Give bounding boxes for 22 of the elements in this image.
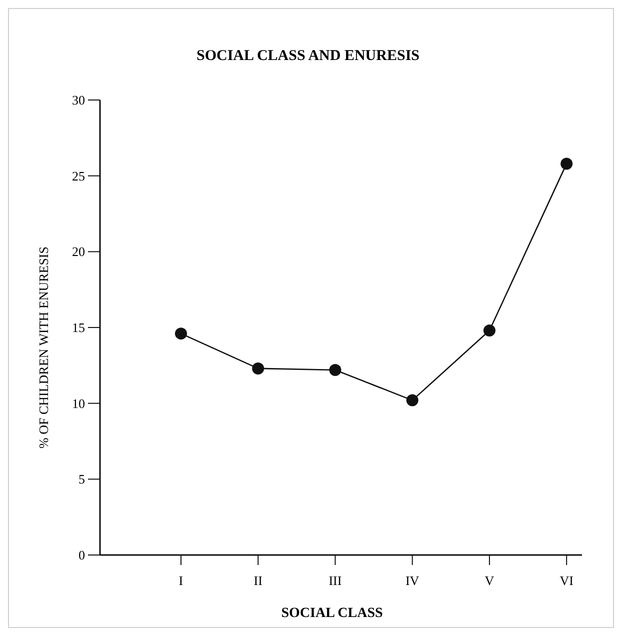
x-tick-label: I — [178, 573, 184, 588]
point — [329, 364, 342, 376]
y-tick-label: 15 — [72, 320, 85, 336]
y-tick-label: 20 — [72, 244, 85, 260]
y-tick-label: 0 — [78, 548, 85, 563]
x-tick-label: II — [254, 573, 262, 588]
point — [560, 158, 573, 170]
y-tick-label: 10 — [72, 396, 85, 411]
y-axis-title: % OF CHILDREN WITH ENURESIS — [36, 246, 51, 448]
point — [252, 362, 264, 374]
x-tick-label: IV — [405, 573, 420, 588]
point — [174, 328, 187, 340]
x-tick-label: VI — [560, 573, 574, 588]
x-tick-label: III — [328, 573, 342, 588]
y-tick-label: 30 — [72, 92, 85, 108]
point — [406, 394, 418, 406]
y-tick-label: 25 — [72, 168, 85, 184]
x-axis-title: SOCIAL CLASS — [281, 606, 383, 621]
chart-title: SOCIAL CLASS AND ENURESIS — [196, 48, 420, 64]
point — [483, 324, 496, 337]
x-tick-label: V — [484, 573, 495, 588]
y-tick-label: 5 — [78, 472, 85, 487]
